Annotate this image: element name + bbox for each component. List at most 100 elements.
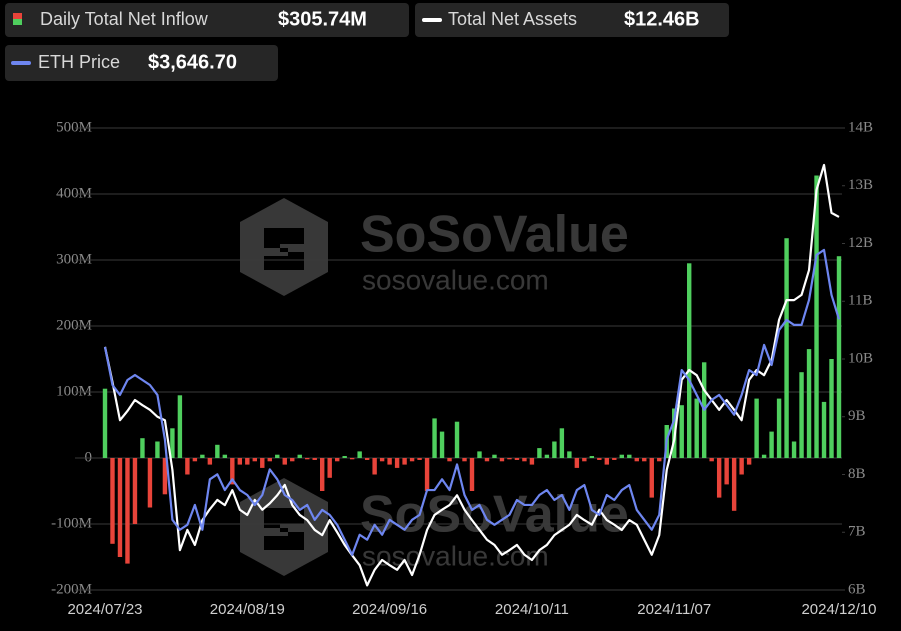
bar — [799, 372, 804, 458]
y-tick-label: -200M — [51, 581, 92, 597]
bar — [357, 451, 362, 458]
bar — [761, 454, 767, 458]
bar — [731, 458, 737, 511]
y2-tick-label: 11B — [848, 293, 872, 309]
x-tick-label: 2024/08/19 — [210, 601, 285, 618]
legend-icon — [13, 19, 22, 25]
bar — [297, 454, 302, 458]
bar — [222, 454, 228, 458]
bar — [776, 398, 782, 458]
bar — [537, 448, 542, 458]
legend-label: Daily Total Net Inflow — [40, 9, 209, 29]
bar — [514, 458, 520, 460]
y-tick-label: 200M — [56, 317, 92, 333]
watermark-url: sosovalue.com — [362, 540, 549, 571]
bar — [784, 238, 789, 458]
y-tick-label: 300M — [56, 251, 92, 267]
line — [103, 163, 840, 587]
legend-label: Total Net Assets — [448, 9, 577, 29]
bar — [147, 458, 153, 508]
bar — [394, 458, 400, 468]
bar — [312, 458, 317, 460]
bar — [574, 458, 580, 468]
bar — [275, 454, 280, 458]
bar — [649, 458, 654, 498]
bar — [477, 451, 482, 458]
bar — [237, 458, 243, 465]
legend-box — [5, 3, 409, 37]
bar — [836, 256, 842, 458]
bar — [806, 349, 812, 458]
bar — [619, 454, 624, 458]
y2-tick-label: 14B — [848, 119, 873, 135]
bar — [387, 458, 392, 465]
bar — [364, 458, 370, 460]
bar — [567, 451, 572, 458]
y2-tick-label: 7B — [848, 524, 866, 540]
watermark-url: sosovalue.com — [362, 264, 549, 295]
bar — [544, 454, 550, 458]
x-tick-label: 2024/10/11 — [495, 601, 569, 618]
legend-label: ETH Price — [38, 52, 120, 72]
bar — [814, 175, 819, 458]
bar — [522, 458, 527, 462]
bar — [102, 388, 108, 458]
bar — [627, 454, 632, 458]
y2-tick-label: 13B — [848, 177, 873, 193]
bar — [492, 454, 497, 458]
watermark-brand: SoSoValue — [360, 486, 629, 544]
bar — [739, 458, 744, 475]
bar — [447, 458, 452, 462]
legend-value: $305.74M — [278, 8, 367, 30]
bar — [170, 428, 175, 458]
x-tick-label: 2024/07/23 — [67, 601, 142, 618]
y-tick-label: 100M — [56, 383, 92, 399]
bar — [754, 398, 759, 458]
bar — [417, 458, 422, 460]
bar — [589, 456, 595, 458]
bar — [679, 405, 684, 458]
bar — [716, 458, 722, 498]
bar — [305, 458, 310, 460]
bar — [612, 458, 617, 460]
watermark-brand: SoSoValue — [360, 206, 629, 264]
bar — [155, 441, 160, 458]
bar — [320, 458, 325, 491]
bar — [177, 395, 183, 458]
bar — [215, 444, 220, 458]
bar — [821, 401, 827, 458]
bar — [829, 359, 834, 458]
bar — [260, 458, 265, 468]
bar — [529, 458, 535, 465]
bar — [642, 458, 647, 462]
bar — [724, 458, 729, 485]
bar — [597, 458, 602, 460]
y2-tick-label: 8B — [848, 466, 866, 482]
bar — [559, 428, 565, 458]
bar — [454, 421, 460, 458]
bar — [769, 431, 774, 458]
bar — [200, 454, 205, 458]
bar — [379, 458, 385, 462]
bar — [582, 458, 587, 462]
watermark-logo — [240, 478, 328, 576]
bar — [230, 458, 235, 485]
bar — [469, 458, 475, 491]
bar — [290, 458, 295, 462]
bar — [140, 438, 145, 458]
bar — [327, 458, 332, 478]
bar — [372, 458, 377, 475]
bar — [162, 458, 168, 495]
bar — [709, 458, 714, 462]
bar — [342, 456, 347, 458]
bar — [267, 458, 272, 462]
bar — [245, 458, 250, 465]
plot-area: -200M -100M 0 100M 200M 300M 400M 500M 6B 7B 8B 9B 1… — [51, 119, 876, 618]
bar — [462, 458, 467, 462]
y-tick-label: 0 — [85, 449, 93, 465]
x-tick-label: 2024/12/10 — [801, 601, 876, 618]
bar — [132, 458, 138, 524]
legend-box — [5, 45, 278, 81]
